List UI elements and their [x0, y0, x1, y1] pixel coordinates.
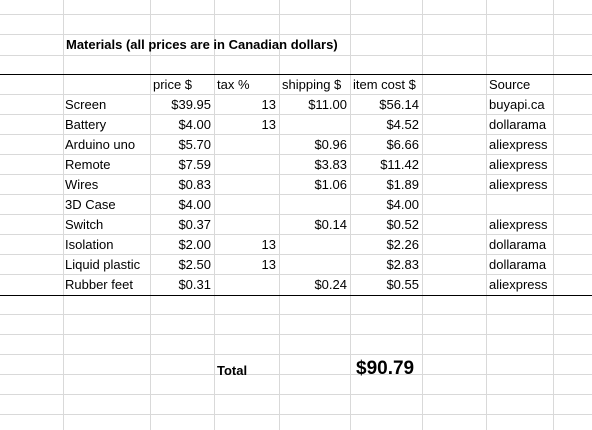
cell-tax[interactable]: 13: [261, 97, 276, 112]
cell-item-cost[interactable]: $0.52: [386, 217, 419, 232]
cell-price[interactable]: $0.83: [178, 177, 211, 192]
cell-item[interactable]: Wires: [65, 177, 99, 192]
gridline: [350, 0, 351, 430]
cell-tax[interactable]: [214, 215, 276, 234]
gridline: [0, 234, 592, 235]
header-item-cost[interactable]: item cost $: [353, 77, 416, 92]
cell-item[interactable]: Battery: [65, 117, 107, 132]
header-source[interactable]: Source: [489, 77, 531, 92]
cell-item[interactable]: Isolation: [65, 237, 114, 252]
gridline: [0, 374, 592, 375]
cell-price[interactable]: $2.00: [178, 237, 211, 252]
cell-price[interactable]: $4.00: [178, 117, 211, 132]
gridline: [0, 194, 592, 195]
gridline: [0, 214, 592, 215]
cell-source[interactable]: aliexpress: [489, 157, 548, 172]
gridline: [0, 174, 592, 175]
cell-price[interactable]: $4.00: [178, 197, 211, 212]
gridline: [0, 114, 592, 115]
cell-shipping[interactable]: $0.14: [314, 217, 347, 232]
cell-shipping[interactable]: [279, 235, 347, 254]
cell-item-cost[interactable]: $4.00: [386, 197, 419, 212]
cell-tax[interactable]: [214, 135, 276, 154]
cell-item-cost[interactable]: $56.14: [379, 97, 419, 112]
cell-price[interactable]: $0.31: [178, 277, 211, 292]
cell-item-cost[interactable]: $2.26: [386, 237, 419, 252]
cell-item[interactable]: Liquid plastic: [65, 257, 141, 272]
gridline: [0, 134, 592, 135]
header-tax[interactable]: tax %: [217, 77, 250, 92]
total-label[interactable]: Total: [217, 363, 248, 378]
cell-tax[interactable]: 13: [261, 117, 276, 132]
cell-item[interactable]: Remote: [65, 157, 111, 172]
cell-source[interactable]: buyapi.ca: [489, 97, 545, 112]
gridline: [63, 0, 64, 430]
cell-item[interactable]: Switch: [65, 217, 104, 232]
cell-tax[interactable]: [214, 175, 276, 194]
table-top-border: [0, 74, 592, 75]
cell-source[interactable]: dollarama: [489, 257, 547, 272]
cell-shipping[interactable]: $0.96: [314, 137, 347, 152]
gridline: [0, 55, 592, 56]
cell-shipping[interactable]: $1.06: [314, 177, 347, 192]
gridline: [422, 0, 423, 430]
cell-tax[interactable]: 13: [261, 237, 276, 252]
cell-source[interactable]: aliexpress: [489, 177, 548, 192]
cell-shipping[interactable]: $0.24: [314, 277, 347, 292]
cell-item[interactable]: 3D Case: [65, 197, 116, 212]
gridline: [0, 414, 592, 415]
cell-shipping[interactable]: [279, 255, 347, 274]
cell-price[interactable]: $0.37: [178, 217, 211, 232]
cell-item-cost[interactable]: $4.52: [386, 117, 419, 132]
cell-tax[interactable]: [214, 195, 276, 214]
gridline: [279, 0, 280, 430]
header-shipping[interactable]: shipping $: [282, 77, 342, 92]
cell-tax[interactable]: [214, 155, 276, 174]
table-bottom-border: [0, 295, 592, 296]
cell-source[interactable]: aliexpress: [489, 137, 548, 152]
cell-price[interactable]: $2.50: [178, 257, 211, 272]
gridline: [0, 154, 592, 155]
cell-item[interactable]: Arduino uno: [65, 137, 136, 152]
gridline: [0, 14, 592, 15]
cell-item[interactable]: Screen: [65, 97, 107, 112]
cell-shipping[interactable]: [279, 195, 347, 214]
gridline: [0, 334, 592, 335]
cell-item-cost[interactable]: $1.89: [386, 177, 419, 192]
gridline: [486, 0, 487, 430]
cell-price[interactable]: $5.70: [178, 137, 211, 152]
cell-tax[interactable]: 13: [261, 257, 276, 272]
sheet-title[interactable]: Materials (all prices are in Canadian do…: [66, 37, 338, 52]
cell-shipping[interactable]: $11.00: [308, 97, 347, 112]
cell-tax[interactable]: [214, 275, 276, 294]
gridline: [0, 274, 592, 275]
cell-shipping[interactable]: [279, 115, 347, 134]
header-price[interactable]: price $: [153, 77, 193, 92]
cell-item-cost[interactable]: $11.42: [380, 157, 419, 172]
total-value[interactable]: $90.79: [356, 358, 415, 379]
gridline: [0, 354, 592, 355]
gridline: [0, 94, 592, 95]
cell-source[interactable]: dollarama: [489, 237, 547, 252]
cell-source[interactable]: aliexpress: [489, 217, 548, 232]
gridline: [150, 0, 151, 430]
cell-source[interactable]: aliexpress: [489, 277, 548, 292]
gridline: [0, 394, 592, 395]
cell-shipping[interactable]: $3.83: [314, 157, 347, 172]
gridline: [0, 314, 592, 315]
cell-item-cost[interactable]: $6.66: [386, 137, 419, 152]
gridline: [0, 254, 592, 255]
cell-source[interactable]: dollarama: [489, 117, 547, 132]
cell-item-cost[interactable]: $2.83: [386, 257, 419, 272]
cell-price[interactable]: $39.95: [171, 97, 211, 112]
gridline: [553, 0, 554, 430]
gridline: [214, 0, 215, 430]
cell-item-cost[interactable]: $0.55: [386, 277, 419, 292]
gridline: [0, 34, 592, 35]
cell-item[interactable]: Rubber feet: [65, 277, 133, 292]
cell-price[interactable]: $7.59: [178, 157, 211, 172]
